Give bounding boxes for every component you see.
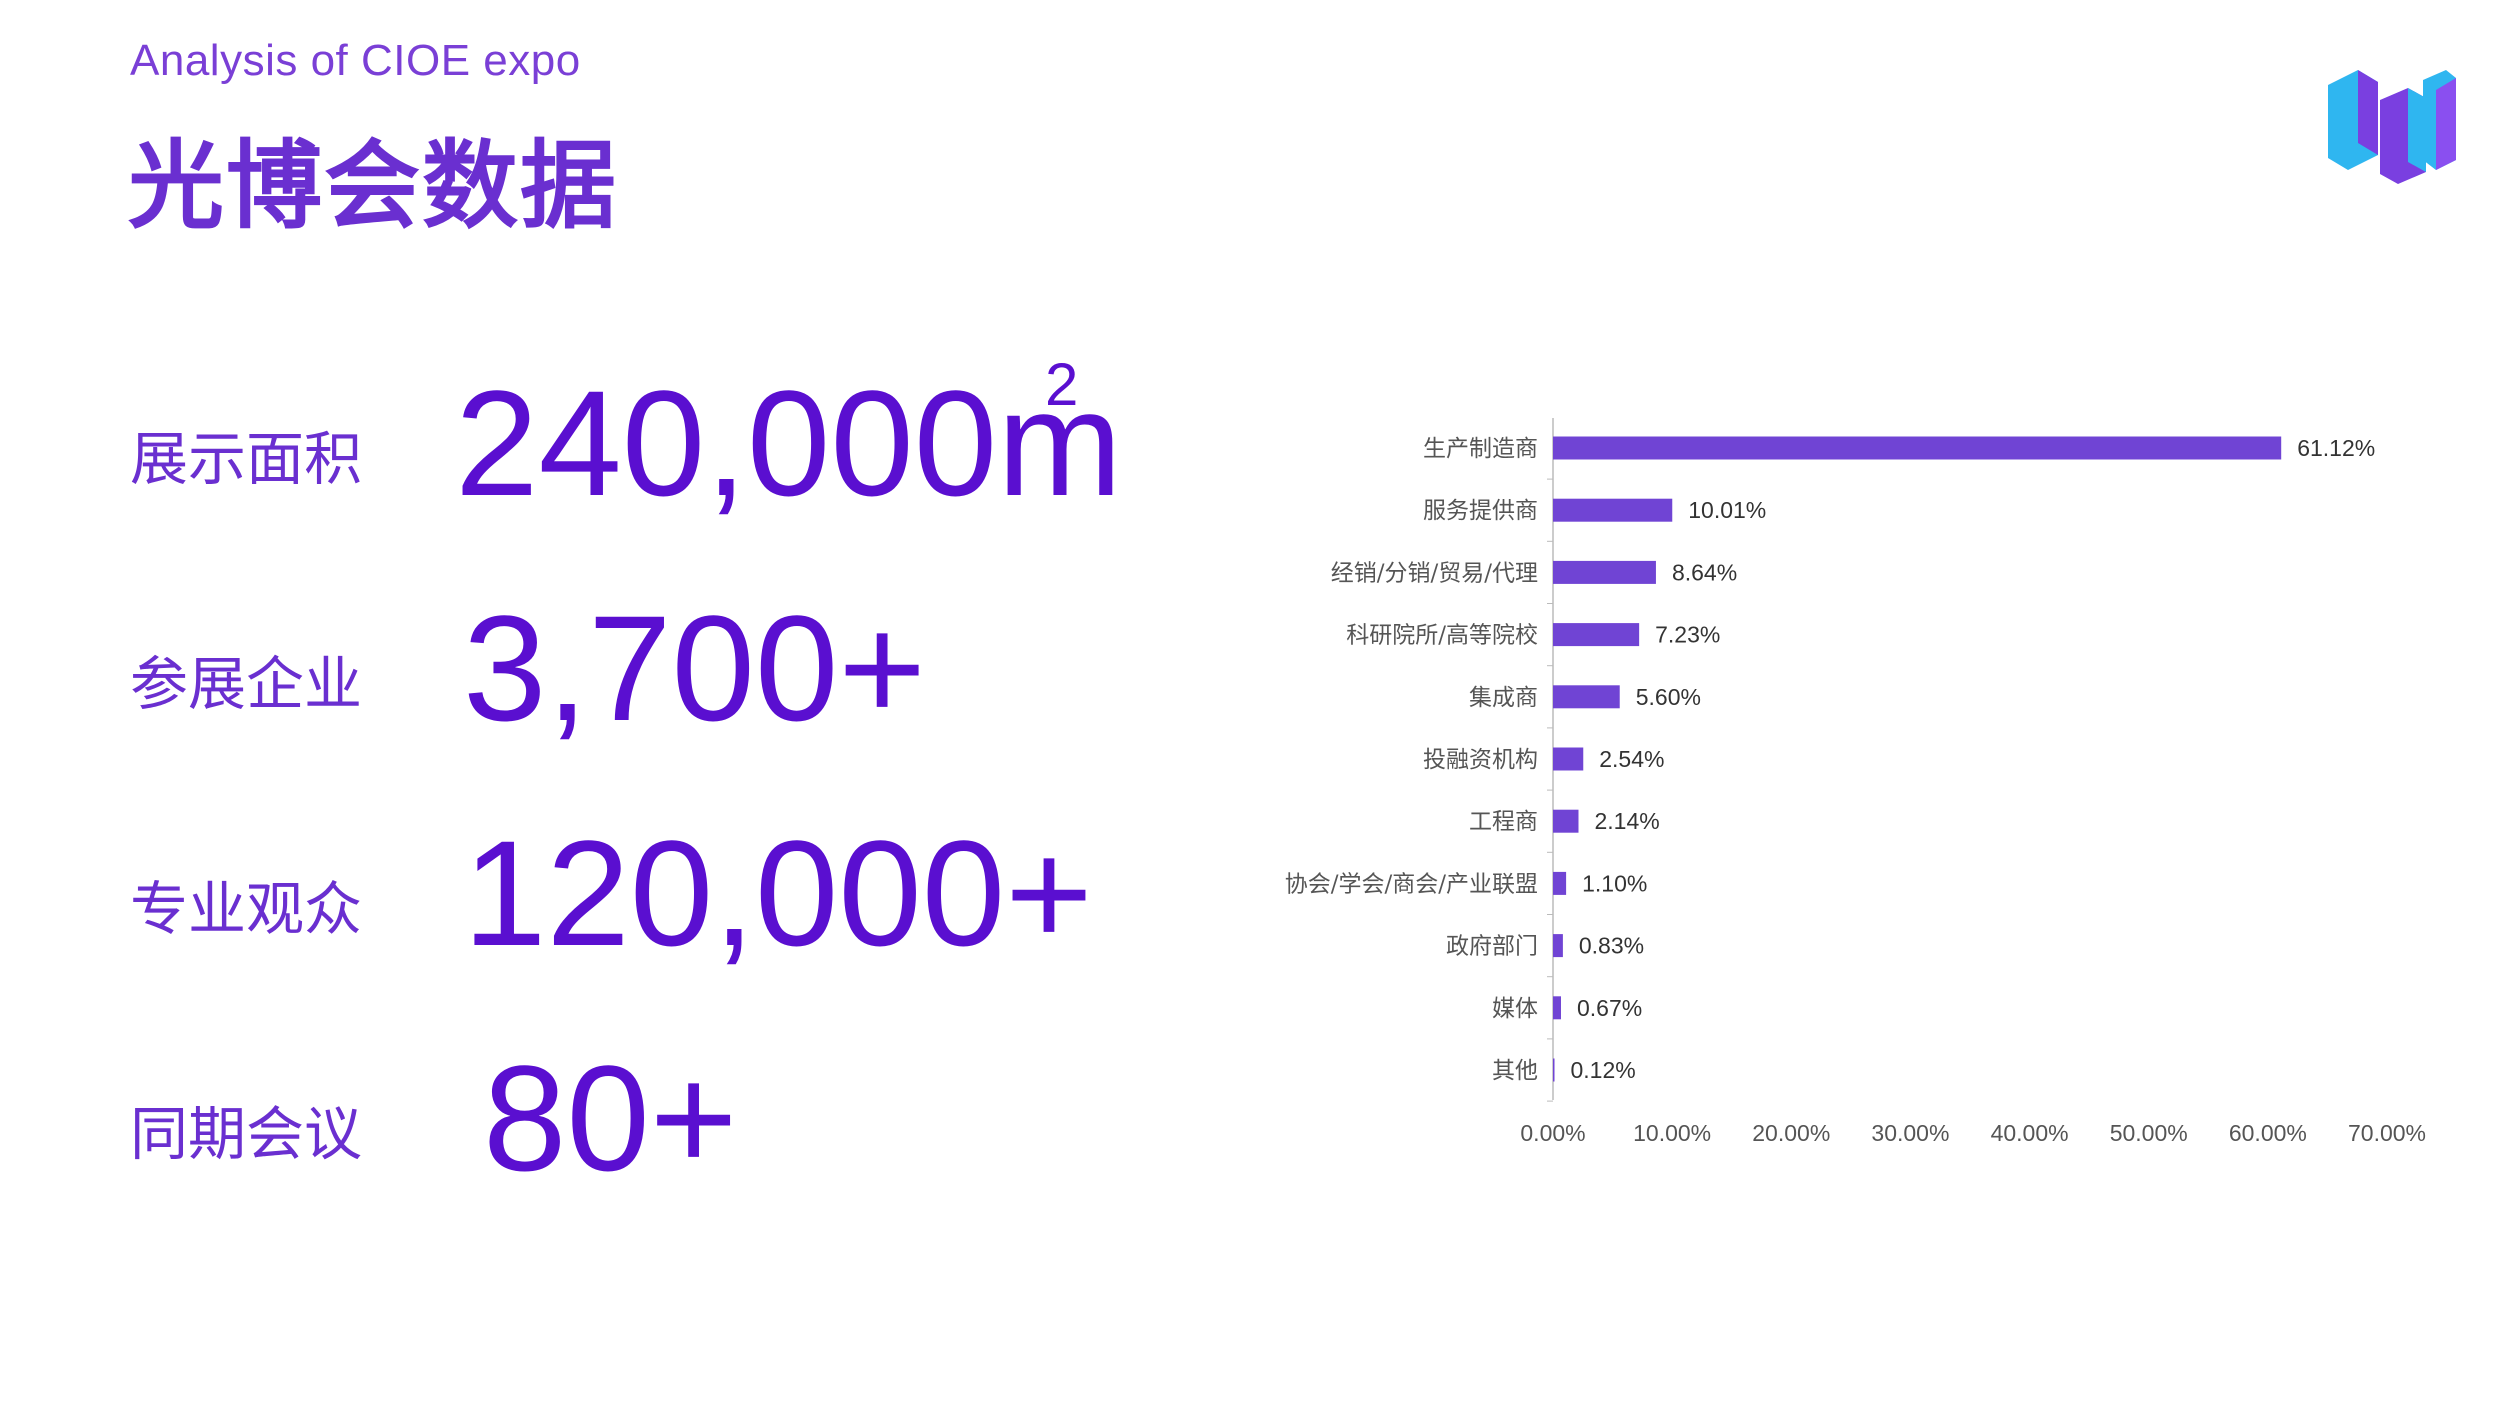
category-label: 服务提供商 xyxy=(1423,498,1538,524)
bar xyxy=(1553,747,1584,771)
slh-logo-icon xyxy=(2328,70,2456,184)
data-label: 5.60% xyxy=(1636,684,1701,710)
category-label: 工程商 xyxy=(1469,809,1538,835)
x-tick-label: 40.00% xyxy=(1991,1120,2069,1146)
bar xyxy=(1553,560,1656,584)
bar xyxy=(1553,436,2282,460)
x-tick-label: 30.00% xyxy=(1871,1120,1949,1146)
stat-label-exhibitors: 参展企业 xyxy=(130,650,363,718)
bar xyxy=(1553,498,1673,522)
x-tick-label: 20.00% xyxy=(1752,1120,1830,1146)
category-label: 经销/分销/贸易/代理 xyxy=(1331,560,1538,586)
x-tick-label: 0.00% xyxy=(1520,1120,1585,1146)
x-tick-label: 60.00% xyxy=(2229,1120,2307,1146)
page-title: 光博会数据 xyxy=(128,130,618,242)
data-label: 0.12% xyxy=(1571,1057,1636,1083)
stat-label-area: 展示面积 xyxy=(130,425,363,493)
category-label: 投融资机构 xyxy=(1423,747,1538,773)
category-label: 媒体 xyxy=(1492,996,1538,1022)
data-label: 61.12% xyxy=(2297,435,2375,461)
category-label: 生产制造商 xyxy=(1423,436,1538,462)
category-label: 政府部门 xyxy=(1446,934,1538,960)
category-label: 集成商 xyxy=(1469,685,1538,711)
data-label: 0.67% xyxy=(1577,995,1642,1021)
data-label: 7.23% xyxy=(1655,622,1720,648)
stat-label-visitors: 专业观众 xyxy=(130,875,363,943)
data-label: 0.83% xyxy=(1579,933,1644,959)
data-label: 10.01% xyxy=(1688,497,1766,523)
stat-value-visitors: 120,000+ xyxy=(463,809,1093,977)
category-label: 科研院所/高等院校 xyxy=(1346,623,1538,649)
data-label: 1.10% xyxy=(1582,870,1647,896)
bar xyxy=(1553,996,1561,1020)
stat-value-area: 240,000m xyxy=(455,359,1123,527)
subtitle: Analysis of CIOE expo xyxy=(130,36,581,85)
category-label: 协会/学会/商会/产业联盟 xyxy=(1285,871,1538,897)
bar xyxy=(1553,623,1640,647)
bar xyxy=(1553,1058,1555,1082)
data-label: 2.14% xyxy=(1594,808,1659,834)
data-label: 8.64% xyxy=(1672,559,1737,585)
x-tick-label: 10.00% xyxy=(1633,1120,1711,1146)
category-label: 其他 xyxy=(1492,1058,1538,1084)
bar xyxy=(1553,934,1563,958)
data-label: 2.54% xyxy=(1599,746,1664,772)
x-tick-label: 70.00% xyxy=(2348,1120,2426,1146)
stat-value-exhibitors: 3,700+ xyxy=(463,584,926,752)
stat-value-conferences: 80+ xyxy=(483,1034,738,1202)
stat-label-conferences: 同期会议 xyxy=(130,1100,363,1168)
stat-value-area-unit-sup: 2 xyxy=(1045,351,1079,418)
bar xyxy=(1553,809,1579,833)
bar xyxy=(1553,685,1620,709)
x-tick-label: 50.00% xyxy=(2110,1120,2188,1146)
bar xyxy=(1553,871,1567,895)
